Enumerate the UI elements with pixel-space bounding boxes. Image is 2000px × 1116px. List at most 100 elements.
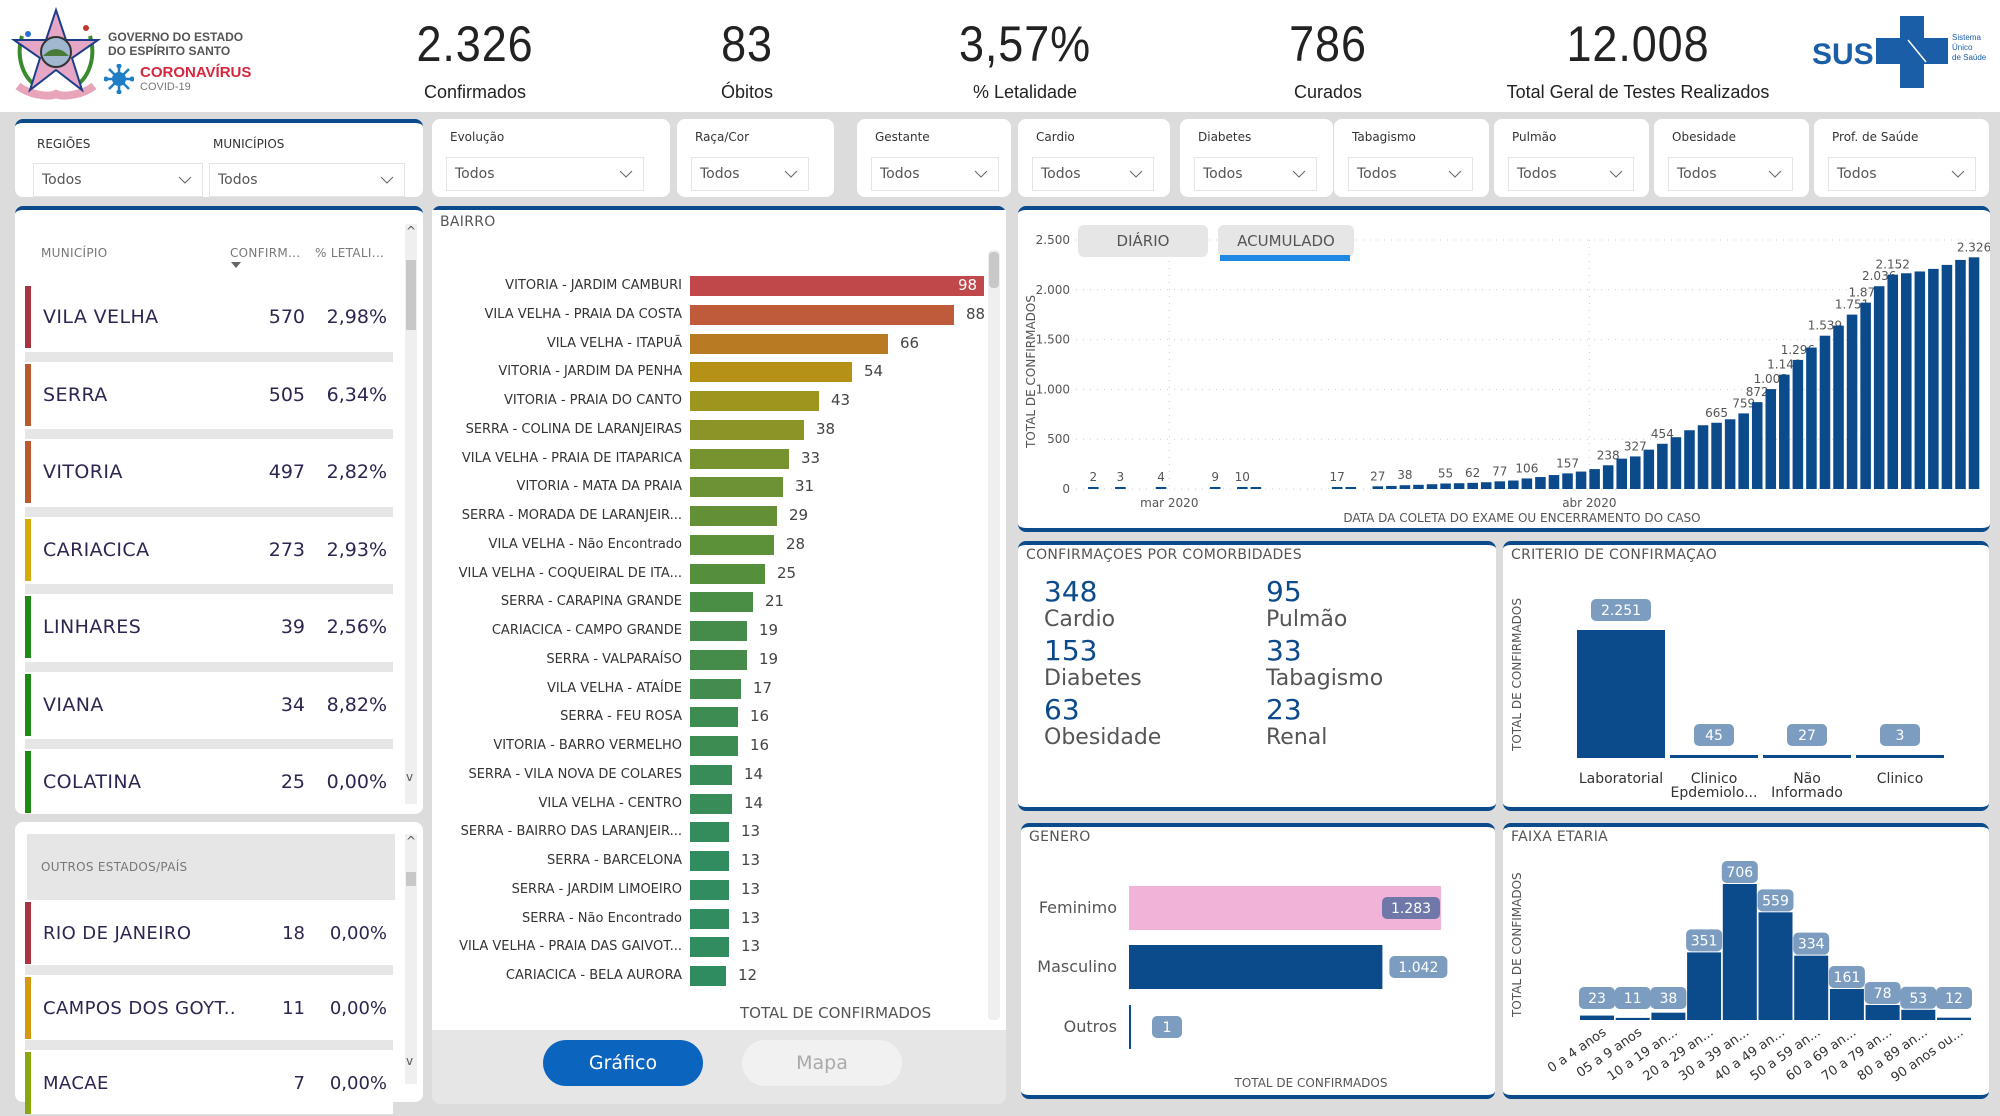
acumulado-bar[interactable] <box>1331 487 1343 489</box>
acumulado-bar[interactable] <box>1209 487 1221 489</box>
acumulado-bar[interactable] <box>1386 485 1397 489</box>
faixa-bar[interactable] <box>1901 1009 1936 1020</box>
acumulado-bar[interactable] <box>1657 443 1668 489</box>
acumulado-bar[interactable] <box>1155 487 1167 489</box>
acumulado-bar[interactable] <box>1115 487 1126 489</box>
acumulado-bar[interactable] <box>1480 482 1492 489</box>
scroll-up-icon[interactable]: ^ <box>406 834 417 848</box>
acumulado-bar[interactable] <box>1968 257 1980 489</box>
bairro-bar[interactable] <box>690 477 783 498</box>
table-row[interactable]: CARIACICA 273 2,93% <box>25 518 393 581</box>
filter-dropdown-raca-cor[interactable]: Todos <box>691 157 809 191</box>
bairro-bar[interactable] <box>690 851 729 871</box>
filter-dropdown-evolucao[interactable]: Todos <box>446 157 644 191</box>
bairro-bar[interactable] <box>690 649 747 670</box>
acumulado-bar[interactable] <box>1372 486 1384 489</box>
scroll-up-icon[interactable]: ^ <box>406 224 417 238</box>
acumulado-bar[interactable] <box>1711 422 1722 489</box>
acumulado-bar[interactable] <box>1413 484 1424 489</box>
acumulado-bar[interactable] <box>1521 478 1533 489</box>
faixa-bar[interactable] <box>1722 884 1757 1020</box>
filter-dropdown-pulmao[interactable]: Todos <box>1508 157 1634 191</box>
acumulado-bar[interactable] <box>1887 274 1898 489</box>
filter-dropdown-obesidade[interactable]: Todos <box>1668 157 1793 191</box>
filter-dropdown-cardio[interactable]: Todos <box>1032 157 1154 191</box>
genero-bar[interactable] <box>1129 1005 1131 1049</box>
grafico-button[interactable]: Gráfico <box>543 1040 703 1086</box>
bairro-bar[interactable] <box>690 966 726 986</box>
bairro-bar[interactable] <box>690 534 774 555</box>
faixa-bar[interactable] <box>1651 1012 1686 1020</box>
scrollbar-thumb[interactable] <box>989 252 999 288</box>
acumulado-bar[interactable] <box>1494 481 1506 489</box>
faixa-bar[interactable] <box>1794 955 1829 1020</box>
column-header-outros-estados[interactable]: OUTROS ESTADOS/PAÍS <box>41 860 188 874</box>
acumulado-bar[interactable] <box>1928 268 1939 489</box>
filter-dropdown-regioes[interactable]: Todos <box>33 163 203 197</box>
acumulado-bar[interactable] <box>1901 273 1912 489</box>
column-header-municipio[interactable]: MUNICÍPIO <box>41 246 108 260</box>
filter-dropdown-diabetes[interactable]: Todos <box>1194 157 1317 191</box>
bairro-bar[interactable] <box>690 736 738 756</box>
faixa-bar[interactable] <box>1687 952 1722 1020</box>
acumulado-bar[interactable] <box>1616 458 1627 489</box>
acumulado-bar[interactable] <box>1575 471 1587 489</box>
bairro-bar[interactable] <box>690 764 732 785</box>
acumulado-bar[interactable] <box>1684 430 1695 489</box>
table-row[interactable]: LINHARES 39 2,56% <box>25 596 393 658</box>
acumulado-bar[interactable] <box>1345 487 1356 489</box>
criterio-bar[interactable] <box>1763 755 1851 758</box>
genero-bar[interactable] <box>1129 945 1383 989</box>
faixa-bar[interactable] <box>1615 1017 1650 1020</box>
column-header-confirmados[interactable]: CONFIRM... <box>230 246 301 260</box>
acumulado-bar[interactable] <box>1453 483 1465 489</box>
bairro-bar[interactable] <box>690 678 741 699</box>
acumulado-bar[interactable] <box>1237 487 1248 489</box>
filter-dropdown-prof-saude[interactable]: Todos <box>1828 157 1976 191</box>
acumulado-bar[interactable] <box>1088 487 1099 489</box>
filter-dropdown-municipios[interactable]: Todos <box>209 163 405 197</box>
scrollbar-thumb[interactable] <box>406 260 416 330</box>
faixa-bar[interactable] <box>1865 1004 1900 1020</box>
faixa-bar[interactable] <box>1580 1015 1614 1020</box>
bairro-bar[interactable] <box>690 937 729 958</box>
table-row[interactable]: SERRA 505 6,34% <box>25 363 393 426</box>
bairro-bar[interactable] <box>690 908 729 929</box>
bairro-bar[interactable] <box>690 419 804 440</box>
acumulado-bar[interactable] <box>1562 473 1573 489</box>
acumulado-bar[interactable] <box>1643 449 1655 489</box>
bairro-bar[interactable] <box>690 391 819 411</box>
bairro-bar[interactable] <box>690 362 852 383</box>
acumulado-bar[interactable] <box>1779 374 1790 489</box>
table-row[interactable]: COLATINA 25 0,00% <box>25 751 393 813</box>
acumulado-bar[interactable] <box>1765 389 1777 489</box>
acumulado-bar[interactable] <box>1250 487 1262 489</box>
bairro-bar[interactable] <box>690 822 729 843</box>
faixa-bar[interactable] <box>1829 988 1864 1020</box>
scroll-down-icon[interactable]: v <box>406 1054 414 1068</box>
table-scrollbar[interactable] <box>405 224 417 804</box>
bairro-bar[interactable] <box>690 879 729 900</box>
column-header-letalidade[interactable]: % LETALI... <box>315 246 385 260</box>
bairro-bar[interactable] <box>690 563 765 584</box>
acumulado-bar[interactable] <box>1738 413 1749 489</box>
acumulado-bar[interactable] <box>1724 419 1736 489</box>
bairro-bar[interactable] <box>690 621 747 641</box>
tab-diario[interactable]: DIÁRIO <box>1078 225 1208 257</box>
acumulado-bar[interactable] <box>1819 335 1831 489</box>
acumulado-bar[interactable] <box>1914 271 1926 489</box>
acumulado-bar[interactable] <box>1833 325 1844 489</box>
scroll-down-icon[interactable]: v <box>406 770 414 784</box>
table-row[interactable]: VIANA 34 8,82% <box>25 673 393 736</box>
acumulado-bar[interactable] <box>1602 465 1614 489</box>
bairro-bar[interactable] <box>690 707 738 728</box>
acumulado-bar[interactable] <box>1941 264 1953 489</box>
acumulado-bar[interactable] <box>1589 469 1600 489</box>
bairro-scrollbar[interactable] <box>988 250 1000 1020</box>
bairro-bar[interactable] <box>690 276 984 296</box>
faixa-bar[interactable] <box>1758 912 1793 1020</box>
criterio-bar[interactable] <box>1577 630 1665 758</box>
acumulado-bar[interactable] <box>1792 359 1804 489</box>
filter-dropdown-tabagismo[interactable]: Todos <box>1348 157 1473 191</box>
criterio-bar[interactable] <box>1670 755 1758 758</box>
